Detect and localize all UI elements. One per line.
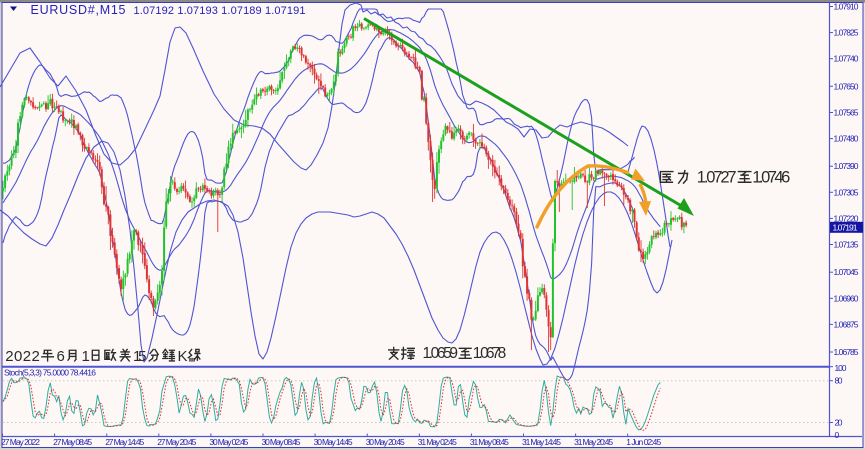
svg-text:30 May 14:45: 30 May 14:45 — [314, 437, 353, 447]
svg-text:1.07220: 1.07220 — [834, 213, 859, 223]
svg-text:1.0678: 1.0678 — [473, 345, 507, 362]
svg-text:30 May 08:45: 30 May 08:45 — [262, 437, 301, 447]
svg-text:1.06785: 1.06785 — [834, 347, 859, 357]
svg-text:1.07565: 1.07565 — [834, 108, 859, 118]
svg-text:1.07045: 1.07045 — [834, 267, 859, 277]
svg-text:27 May 20:45: 27 May 20:45 — [157, 437, 196, 447]
svg-text:2022: 2022 — [5, 348, 40, 365]
svg-text:1.0727: 1.0727 — [697, 169, 737, 187]
svg-text:1.07192 1.07193 1.07189 1.0719: 1.07192 1.07193 1.07189 1.07191 — [134, 5, 306, 17]
svg-text:1.0746: 1.0746 — [752, 169, 790, 187]
svg-text:1.07135: 1.07135 — [834, 240, 859, 250]
svg-text:15: 15 — [133, 348, 147, 365]
svg-text:20: 20 — [835, 418, 843, 428]
svg-text:31 May 02:45: 31 May 02:45 — [418, 437, 457, 447]
svg-text:30 May 20:45: 30 May 20:45 — [366, 437, 405, 447]
svg-text:0: 0 — [835, 430, 840, 440]
svg-text:1.07191: 1.07191 — [833, 223, 858, 233]
svg-text:1 Jun 02:45: 1 Jun 02:45 — [626, 437, 661, 447]
svg-text:Stoch(5,3,3) 75.0000 78.4416: Stoch(5,3,3) 75.0000 78.4416 — [4, 368, 96, 378]
svg-text:K: K — [178, 348, 188, 365]
svg-text:27 May 08:45: 27 May 08:45 — [53, 437, 92, 447]
svg-text:6: 6 — [57, 348, 65, 365]
svg-text:1: 1 — [82, 348, 90, 365]
svg-text:1.07390: 1.07390 — [834, 161, 859, 171]
svg-text:1.06875: 1.06875 — [834, 319, 859, 329]
svg-text:1.06960: 1.06960 — [834, 293, 859, 303]
svg-text:27 May 14:45: 27 May 14:45 — [105, 437, 144, 447]
svg-text:1.0659: 1.0659 — [423, 345, 459, 362]
svg-text:27 May 2022: 27 May 2022 — [1, 437, 40, 447]
svg-text:31 May 14:45: 31 May 14:45 — [522, 437, 561, 447]
svg-text:1.07740: 1.07740 — [834, 54, 859, 64]
svg-text:80: 80 — [835, 376, 843, 386]
svg-text:1.07305: 1.07305 — [834, 187, 859, 197]
svg-text:31 May 20:45: 31 May 20:45 — [574, 437, 613, 447]
svg-text:1.07480: 1.07480 — [834, 134, 859, 144]
svg-text:1.07650: 1.07650 — [834, 81, 859, 91]
svg-text:1.07910: 1.07910 — [834, 2, 859, 12]
svg-text:30 May 02:45: 30 May 02:45 — [209, 437, 248, 447]
svg-text:31 May 08:45: 31 May 08:45 — [470, 437, 509, 447]
svg-text:1.07825: 1.07825 — [834, 28, 859, 38]
svg-text:100: 100 — [835, 363, 847, 373]
svg-text:EURUSD#,M15: EURUSD#,M15 — [31, 3, 126, 17]
